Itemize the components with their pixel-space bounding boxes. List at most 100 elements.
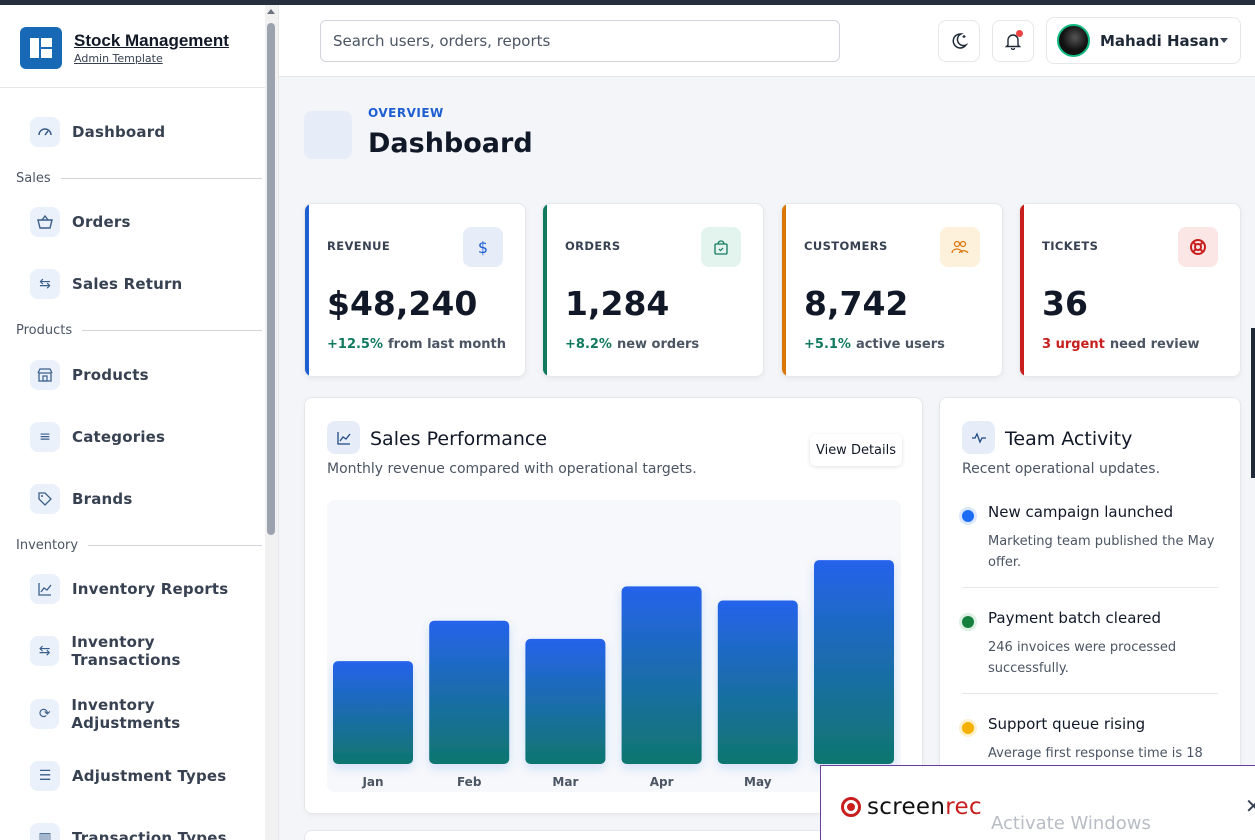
sidebar-item-categories[interactable]: ≡ Categories — [30, 421, 165, 453]
stat-label: REVENUE — [327, 239, 391, 253]
sidebar-item-orders[interactable]: Orders — [30, 206, 131, 238]
stat-label: ORDERS — [565, 239, 621, 253]
notification-dot — [1016, 30, 1023, 37]
chart-bar-mar — [525, 638, 606, 764]
activity-title: Support queue rising — [988, 715, 1146, 733]
chart-bar-may — [717, 600, 798, 764]
sidebar-item-label: Sales Return — [72, 275, 183, 293]
bar-chart-icon: ▥ — [30, 823, 60, 840]
divider — [962, 587, 1218, 588]
sidebar-item-transaction-types[interactable]: ▥ Transaction Types — [30, 822, 227, 840]
stat-note: new orders — [616, 337, 700, 352]
brand[interactable]: Stock Management Admin Template — [20, 27, 229, 69]
chart-tick-label: Mar — [552, 775, 578, 789]
bag-icon — [701, 227, 741, 267]
activity-desc: 246 invoices were processed successfully… — [988, 640, 1177, 676]
sidebar-scrollbar[interactable] — [265, 5, 279, 840]
activity-desc: Marketing team published the May offer. — [988, 534, 1215, 570]
stat-value: 1,284 — [565, 284, 670, 323]
brand-logo-icon — [20, 27, 62, 69]
panel-subtitle: Monthly revenue compared with operationa… — [327, 461, 697, 477]
section-label: Sales — [16, 171, 51, 186]
list-icon: ≡ — [30, 422, 60, 452]
top-header: Mahadi Hasan — [279, 5, 1255, 77]
chart-bar-jun — [814, 560, 894, 764]
brand-part: screen — [867, 794, 946, 820]
screenrec-logo: screenrec — [841, 794, 982, 820]
sidebar-item-products[interactable]: Products — [30, 359, 149, 391]
stat-change: +12.5% — [327, 337, 383, 352]
stat-note: need review — [1109, 337, 1200, 352]
chevron-down-icon — [1220, 38, 1228, 43]
activity-title: New campaign launched — [988, 503, 1174, 521]
sidebar-item-label: Orders — [72, 213, 131, 231]
sidebar-item-label: Categories — [72, 428, 166, 446]
scrollbar-thumb[interactable] — [267, 23, 275, 535]
page-title-icon — [304, 111, 352, 159]
brand-part: rec — [945, 794, 982, 820]
chart-bar-jan — [333, 661, 413, 764]
stat-value: 36 — [1042, 284, 1088, 323]
divider — [962, 693, 1218, 694]
sidebar-item-inventory-adjustments[interactable]: ⟳ Inventory Adjustments — [30, 696, 265, 732]
status-dot — [962, 510, 974, 522]
sidebar-item-label: Transaction Types — [72, 829, 227, 840]
arrows-swap-icon: ⇆ — [30, 636, 60, 666]
activity-title: Payment batch cleared — [988, 609, 1161, 627]
stat-card-orders: ORDERS 1,284 +8.2% new orders — [542, 203, 764, 377]
moon-icon — [952, 33, 968, 49]
dollar-icon: $ — [463, 227, 503, 267]
stat-value: $48,240 — [327, 284, 478, 323]
scroll-up-icon[interactable] — [267, 9, 275, 14]
trend-chart-icon — [327, 421, 360, 454]
refresh-icon: ⟳ — [30, 699, 60, 729]
close-icon[interactable]: ✕ — [1245, 794, 1255, 818]
line-chart-icon — [30, 574, 60, 604]
search-input[interactable] — [320, 20, 840, 62]
store-icon — [30, 360, 60, 390]
sidebar-item-brands[interactable]: Brands — [30, 483, 133, 515]
divider — [0, 87, 265, 88]
chart-bar-feb — [429, 620, 510, 764]
window-top-bar — [0, 0, 1255, 5]
sidebar-item-label: Products — [72, 366, 149, 384]
gauge-icon — [30, 117, 60, 147]
record-icon — [841, 797, 861, 817]
sidebar-item-label: Dashboard — [72, 123, 166, 141]
theme-toggle-button[interactable] — [938, 20, 980, 62]
basket-icon — [30, 207, 60, 237]
sidebar-item-label: Inventory Adjustments — [71, 696, 181, 732]
chart-tick-label: Feb — [457, 775, 482, 789]
sidebar-item-inventory-transactions[interactable]: ⇆ Inventory Transactions — [30, 633, 265, 669]
chart-tick-label: May — [744, 775, 772, 789]
screenrec-overlay[interactable]: screenrec ✕ — [820, 765, 1255, 840]
activate-windows-watermark: Activate Windows — [991, 813, 1151, 834]
window-edge — [1251, 328, 1255, 478]
notifications-button[interactable] — [992, 20, 1034, 62]
stat-label: TICKETS — [1042, 239, 1099, 253]
activity-desc: Average first response time is 18 — [988, 746, 1203, 761]
stat-card-revenue: REVENUE $ $48,240 +12.5% from last month — [304, 203, 526, 377]
users-icon — [940, 227, 980, 267]
sales-performance-panel: Sales Performance Monthly revenue compar… — [304, 397, 923, 814]
sidebar-item-label: Brands — [72, 490, 133, 508]
panel-title: Sales Performance — [370, 428, 548, 450]
section-label: Inventory — [16, 538, 79, 553]
stat-label: CUSTOMERS — [804, 239, 888, 253]
avatar — [1057, 24, 1090, 57]
view-details-button[interactable]: View Details — [810, 434, 902, 466]
pulse-icon — [962, 421, 995, 454]
user-menu[interactable]: Mahadi Hasan — [1046, 17, 1241, 64]
stat-change: 3 urgent — [1042, 337, 1105, 352]
status-dot — [962, 722, 974, 734]
brand-subtitle: Admin Template — [74, 52, 163, 65]
sidebar-item-sales-return[interactable]: ⇆ Sales Return — [30, 268, 182, 300]
sidebar: Stock Management Admin Template Dashboar… — [0, 5, 265, 840]
page-title: Dashboard — [368, 128, 533, 159]
sidebar-item-adjustment-types[interactable]: ☰ Adjustment Types — [30, 760, 226, 792]
sidebar-item-dashboard[interactable]: Dashboard — [30, 116, 165, 148]
stat-note: active users — [855, 337, 945, 352]
chart-bar-apr — [621, 586, 702, 764]
stat-value: 8,742 — [804, 284, 909, 323]
sidebar-item-inventory-reports[interactable]: Inventory Reports — [30, 573, 228, 605]
